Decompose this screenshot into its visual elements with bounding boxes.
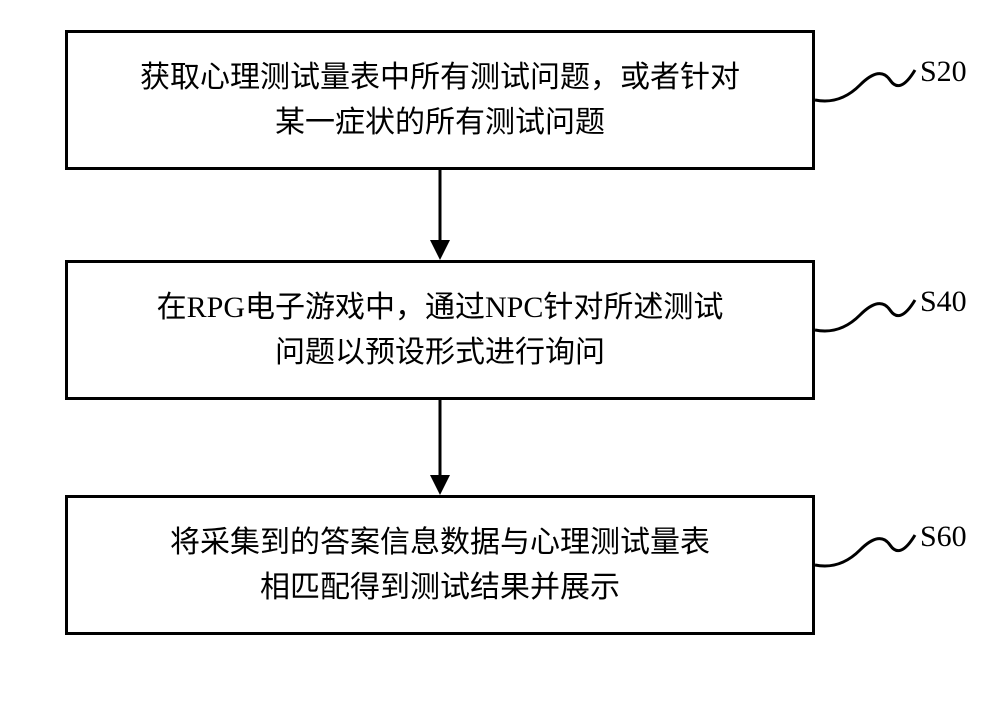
squiggle-connector xyxy=(815,45,925,115)
arrow-connector xyxy=(420,170,460,260)
flowchart-step-s20: 获取心理测试量表中所有测试问题，或者针对 某一症状的所有测试问题 xyxy=(65,30,815,170)
arrow-connector xyxy=(420,400,460,495)
step-text-line2: 问题以预设形式进行询问 xyxy=(275,330,605,375)
step-text-line1: 将采集到的答案信息数据与心理测试量表 xyxy=(170,520,710,565)
squiggle-connector xyxy=(815,275,925,345)
step-label-s60: S60 xyxy=(920,520,967,554)
squiggle-connector xyxy=(815,510,925,580)
step-text-line1: 在RPG电子游戏中，通过NPC针对所述测试 xyxy=(157,285,724,330)
step-label-s20: S20 xyxy=(920,55,967,89)
step-text-line2: 某一症状的所有测试问题 xyxy=(275,100,605,145)
flowchart-step-s40: 在RPG电子游戏中，通过NPC针对所述测试 问题以预设形式进行询问 xyxy=(65,260,815,400)
step-text-line2: 相匹配得到测试结果并展示 xyxy=(260,565,620,610)
step-label-s40: S40 xyxy=(920,285,967,319)
flowchart-step-s60: 将采集到的答案信息数据与心理测试量表 相匹配得到测试结果并展示 xyxy=(65,495,815,635)
step-text-line1: 获取心理测试量表中所有测试问题，或者针对 xyxy=(140,55,740,100)
